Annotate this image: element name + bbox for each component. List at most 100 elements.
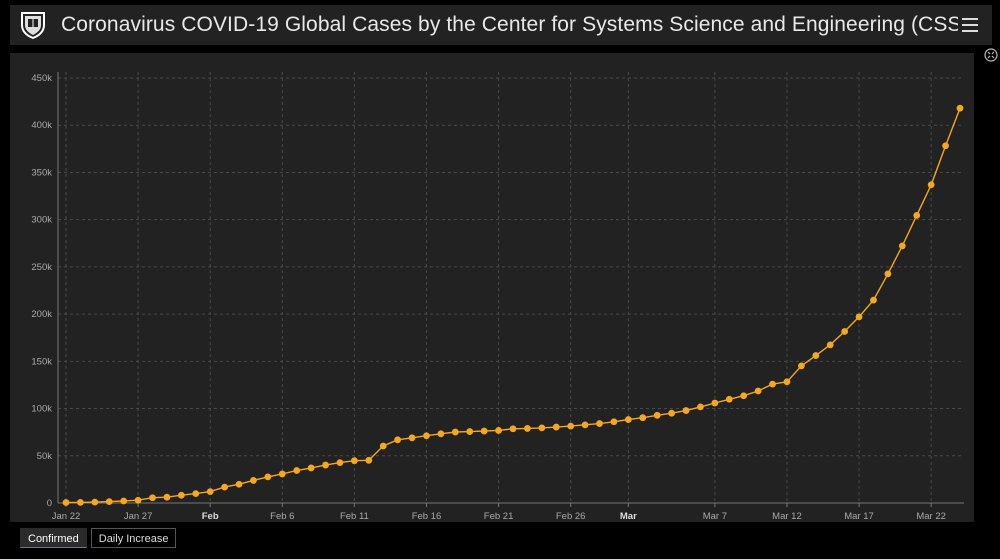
- series-line: [65, 107, 961, 504]
- data-point: [812, 352, 820, 359]
- data-point: [725, 395, 733, 403]
- data-point: [451, 428, 459, 436]
- y-tick-label: 450k: [31, 73, 52, 84]
- y-tick-label: 350k: [31, 167, 52, 178]
- y-tick-label: 300k: [31, 215, 52, 226]
- x-tick-label: Mar 7: [703, 511, 727, 522]
- x-tick-label: Mar 17: [844, 511, 874, 522]
- data-point: [711, 399, 719, 407]
- data-point: [552, 423, 560, 431]
- x-tick-label: Feb 26: [556, 511, 586, 522]
- data-point: [336, 459, 344, 467]
- y-axis: 0 50k 100k 150k 200k 250k 300k 350k 400k 450k: [31, 72, 59, 509]
- data-point: [264, 473, 272, 481]
- data-point: [149, 494, 156, 502]
- data-point: [524, 425, 531, 432]
- data-point: [653, 411, 661, 419]
- x-tick-label: Feb 11: [340, 511, 369, 522]
- data-point: [365, 456, 373, 464]
- tab-daily-increase[interactable]: Daily Increase: [90, 528, 177, 548]
- data-point: [927, 181, 935, 189]
- data-point: [826, 341, 834, 349]
- y-tick-label: 150k: [31, 356, 52, 367]
- data-point: [538, 424, 546, 432]
- data-point: [192, 490, 200, 498]
- university-shield-icon: [19, 11, 47, 39]
- dashboard-title: Coronavirus COVID-19 Global Cases by the…: [61, 13, 958, 36]
- data-point: [956, 104, 964, 112]
- x-tick-label: Jan 22: [52, 511, 81, 522]
- data-point: [394, 436, 402, 444]
- chart-gridlines: [58, 72, 964, 504]
- y-tick-label: 0: [47, 498, 52, 509]
- data-point: [221, 483, 229, 491]
- data-point: [754, 387, 762, 395]
- data-point: [581, 421, 589, 429]
- y-tick-label: 400k: [31, 120, 52, 131]
- x-tick-label: Feb 16: [412, 511, 442, 522]
- x-tick-label: Mar 22: [916, 511, 946, 522]
- data-point: [596, 420, 603, 427]
- y-tick-label: 100k: [31, 404, 52, 415]
- data-point: [480, 427, 488, 435]
- data-point: [855, 313, 863, 321]
- data-point: [769, 380, 776, 388]
- series-confirmed: [62, 104, 964, 506]
- data-point: [884, 270, 892, 278]
- data-point: [120, 497, 128, 505]
- y-tick-label: 50k: [37, 451, 53, 462]
- data-point: [841, 328, 849, 335]
- data-point: [322, 461, 329, 469]
- data-point: [610, 418, 618, 426]
- data-point: [350, 457, 358, 465]
- data-point: [697, 403, 704, 411]
- header-bar: Coronavirus COVID-19 Global Cases by the…: [10, 5, 992, 45]
- data-point: [408, 434, 416, 442]
- y-tick-label: 250k: [31, 262, 52, 273]
- data-point: [235, 480, 243, 488]
- data-point: [379, 442, 387, 450]
- data-point: [77, 498, 84, 506]
- data-point: [105, 498, 113, 506]
- x-tick-label: Mar: [620, 511, 637, 522]
- data-point: [870, 296, 877, 304]
- hamburger-menu-icon[interactable]: [958, 13, 982, 37]
- data-point: [682, 407, 690, 414]
- data-point: [134, 496, 142, 504]
- data-point: [278, 470, 286, 478]
- data-point: [250, 477, 257, 484]
- data-point: [639, 414, 647, 422]
- data-point: [91, 498, 99, 506]
- data-point: [567, 422, 575, 430]
- data-point: [437, 430, 445, 438]
- data-point: [942, 142, 949, 150]
- expand-icon[interactable]: [984, 48, 998, 62]
- data-point: [898, 242, 906, 250]
- tab-confirmed[interactable]: Confirmed: [20, 528, 87, 548]
- data-point: [293, 467, 301, 474]
- data-point: [624, 416, 632, 423]
- chart-tabs: Confirmed Daily Increase: [20, 528, 177, 548]
- data-point: [913, 212, 921, 219]
- data-point: [668, 409, 676, 417]
- data-point: [797, 362, 805, 370]
- x-axis: Jan 22 Jan 27 Feb Feb 6 Feb 11 Feb 16 Feb 21 Fe…: [52, 503, 946, 522]
- x-tick-label: Feb 6: [270, 511, 294, 522]
- data-point: [740, 392, 748, 400]
- data-point: [509, 425, 517, 433]
- y-tick-label: 200k: [31, 309, 52, 320]
- data-point: [206, 488, 214, 496]
- x-tick-label: Feb: [202, 511, 219, 522]
- x-tick-label: Mar 12: [772, 511, 802, 522]
- data-point: [177, 491, 185, 499]
- chart-panel: [10, 53, 974, 522]
- data-point: [163, 493, 171, 501]
- data-point: [307, 464, 315, 472]
- data-point: [466, 428, 474, 435]
- data-point: [495, 427, 502, 434]
- x-tick-label: Feb 21: [484, 511, 514, 522]
- x-tick-label: Jan 27: [124, 511, 153, 522]
- data-point: [62, 499, 70, 506]
- data-point: [423, 432, 430, 440]
